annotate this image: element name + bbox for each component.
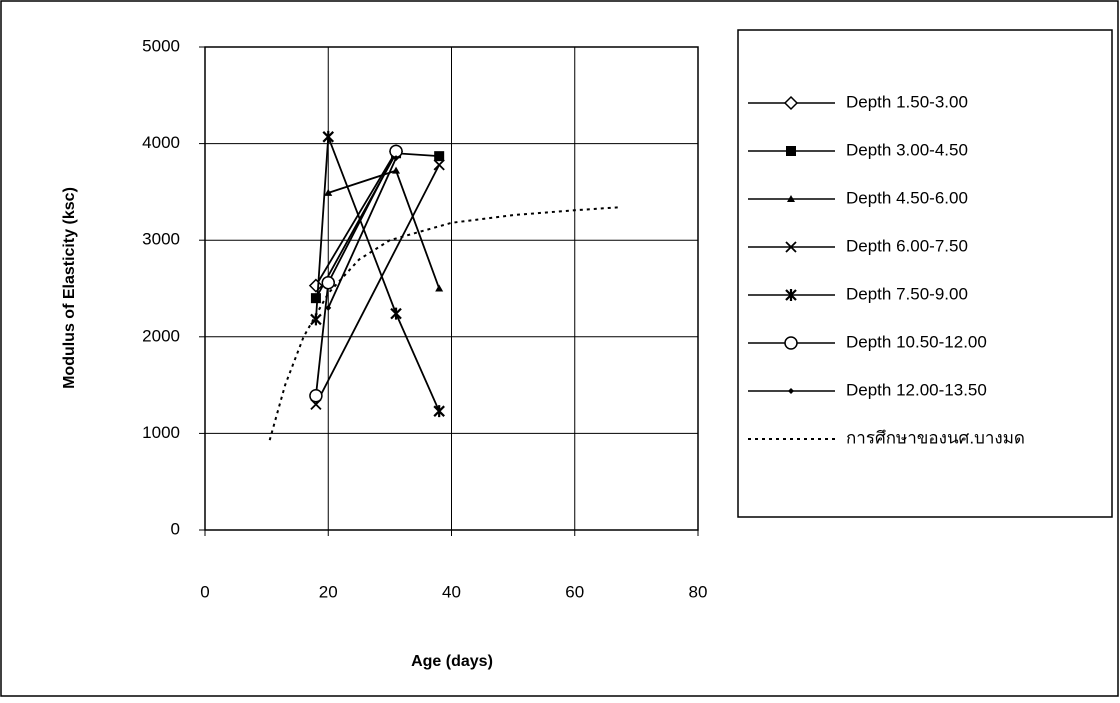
y-tick-label: 5000 (142, 36, 180, 55)
marker (433, 405, 445, 418)
marker (434, 151, 445, 162)
marker (309, 388, 323, 403)
series-line (315, 150, 397, 287)
legend-label: การศึกษาของนศ.บางมด (846, 428, 1025, 447)
legend-label: Depth 7.50-9.00 (846, 284, 968, 303)
x-tick-label: 20 (319, 582, 338, 601)
marker (324, 188, 333, 196)
y-tick-label: 4000 (142, 133, 180, 152)
y-tick-label: 1000 (142, 423, 180, 442)
series-line (315, 164, 440, 405)
legend-marker (786, 146, 796, 156)
legend-box (737, 29, 1113, 518)
legend-marker (784, 336, 798, 350)
x-tick-label: 60 (565, 582, 584, 601)
legend-label: Depth 1.50-3.00 (846, 92, 968, 111)
marker (390, 307, 402, 320)
legend-marker (783, 95, 799, 111)
legend-marker (788, 388, 794, 394)
y-axis-label: Modulus of Elasticity (ksc) (61, 187, 78, 389)
legend-marker (787, 195, 795, 202)
marker (392, 166, 401, 174)
legend-label: Depth 12.00-13.50 (846, 380, 987, 399)
legend-marker (785, 289, 797, 301)
marker (435, 284, 444, 292)
legend-label: Depth 6.00-7.50 (846, 236, 968, 255)
x-tick-label: 40 (442, 582, 461, 601)
series-line (327, 157, 397, 309)
marker (433, 159, 445, 171)
legend-label: Depth 10.50-12.00 (846, 332, 987, 351)
legend-label: Depth 3.00-4.50 (846, 140, 968, 159)
x-tick-label: 0 (200, 582, 209, 601)
marker (325, 304, 332, 311)
marker (322, 130, 335, 143)
series-line (315, 136, 440, 412)
legend-marker (785, 241, 797, 253)
x-tick-label: 80 (689, 582, 708, 601)
y-tick-label: 3000 (142, 230, 180, 249)
y-tick-label: 0 (171, 519, 180, 538)
marker (310, 293, 321, 304)
marker (321, 275, 335, 290)
marker (393, 155, 400, 162)
x-axis-label: Age (days) (411, 653, 493, 670)
legend-label: Depth 4.50-6.00 (846, 188, 968, 207)
y-tick-label: 2000 (142, 326, 180, 345)
series-line (315, 152, 440, 299)
